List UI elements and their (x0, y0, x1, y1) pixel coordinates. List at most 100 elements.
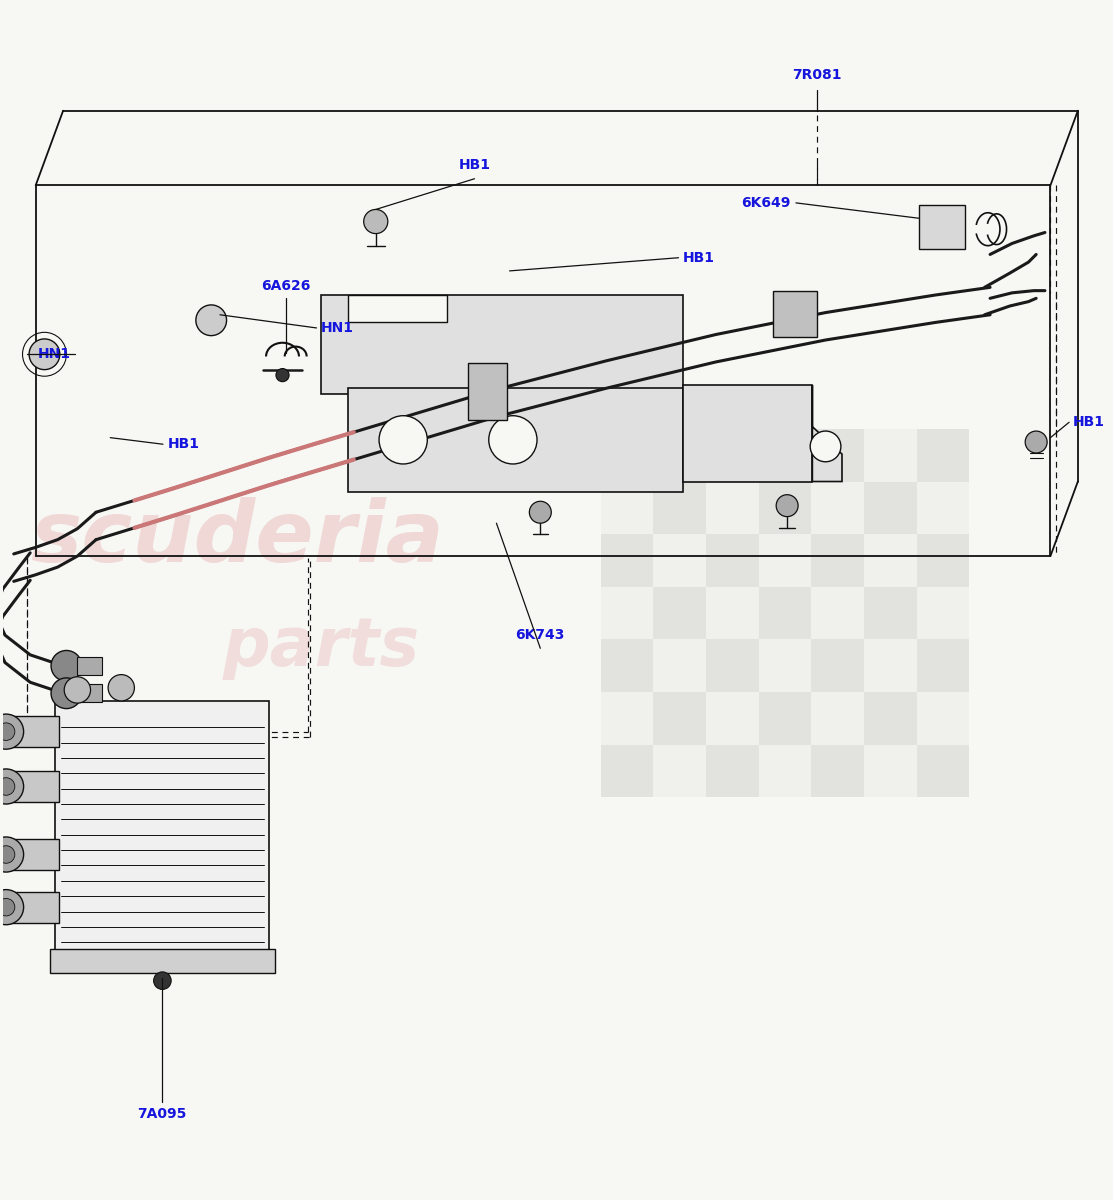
Circle shape (196, 305, 227, 336)
Bar (706, 640, 759, 692)
Bar (917, 534, 969, 587)
Bar (864, 692, 917, 745)
Bar (601, 692, 653, 745)
Bar (348, 389, 683, 492)
Text: 6A626: 6A626 (262, 278, 311, 293)
Bar (6, 892, 59, 923)
Text: HN1: HN1 (38, 347, 71, 361)
Bar (706, 534, 759, 587)
Bar (759, 587, 811, 640)
Bar (653, 534, 706, 587)
Bar (653, 587, 706, 640)
Circle shape (0, 778, 14, 796)
Bar (683, 385, 812, 481)
Bar (811, 428, 864, 481)
Bar (653, 640, 706, 692)
Bar (811, 640, 864, 692)
Bar (917, 481, 969, 534)
Text: HB1: HB1 (459, 158, 491, 172)
Bar (601, 745, 653, 798)
Text: 7A095: 7A095 (137, 1108, 187, 1121)
Circle shape (0, 722, 14, 740)
Bar (706, 745, 759, 798)
Circle shape (0, 714, 23, 749)
Bar (917, 640, 969, 692)
Polygon shape (812, 385, 843, 481)
Bar (917, 745, 969, 798)
Bar (811, 481, 864, 534)
Bar (348, 295, 447, 323)
Text: 6K649: 6K649 (741, 196, 790, 210)
Circle shape (0, 769, 23, 804)
Bar (653, 745, 706, 798)
Circle shape (810, 431, 841, 462)
Circle shape (29, 338, 60, 370)
Circle shape (380, 415, 427, 464)
Bar (917, 428, 969, 481)
Bar (601, 428, 653, 481)
Bar (706, 481, 759, 534)
Bar (759, 640, 811, 692)
Bar (6, 716, 59, 746)
Circle shape (776, 494, 798, 517)
Bar (759, 745, 811, 798)
Circle shape (530, 502, 551, 523)
Text: HB1: HB1 (167, 437, 199, 451)
Text: HB1: HB1 (683, 251, 715, 265)
Circle shape (0, 899, 14, 916)
Circle shape (364, 210, 387, 234)
Bar (601, 481, 653, 534)
Bar (6, 772, 59, 802)
Circle shape (51, 650, 81, 682)
Bar (601, 640, 653, 692)
Bar (601, 587, 653, 640)
Bar (864, 428, 917, 481)
Bar (467, 364, 508, 420)
Circle shape (65, 677, 90, 703)
Text: scuderia: scuderia (30, 497, 444, 580)
Bar (811, 534, 864, 587)
Bar (864, 481, 917, 534)
Bar (6, 839, 59, 870)
Bar (706, 428, 759, 481)
Text: HB1: HB1 (1072, 415, 1104, 430)
Bar (759, 428, 811, 481)
Bar (864, 745, 917, 798)
Bar (759, 692, 811, 745)
Bar (917, 692, 969, 745)
Bar (78, 658, 101, 674)
Circle shape (51, 678, 81, 709)
Bar (864, 640, 917, 692)
Bar (811, 692, 864, 745)
Circle shape (0, 846, 14, 863)
Bar (706, 587, 759, 640)
Text: HN1: HN1 (321, 320, 354, 335)
Bar (864, 534, 917, 587)
Bar (811, 587, 864, 640)
Bar (321, 295, 683, 394)
Circle shape (0, 836, 23, 872)
Circle shape (108, 674, 135, 701)
Bar (56, 701, 269, 953)
Bar (759, 481, 811, 534)
Bar (50, 949, 275, 973)
Circle shape (276, 368, 289, 382)
Bar (78, 684, 101, 702)
Bar (601, 534, 653, 587)
Bar (772, 290, 817, 337)
Circle shape (1025, 431, 1047, 454)
Bar (759, 534, 811, 587)
Bar (864, 587, 917, 640)
Text: 7R081: 7R081 (792, 68, 841, 83)
Text: parts: parts (223, 614, 420, 680)
Circle shape (154, 972, 171, 990)
Bar (811, 745, 864, 798)
Circle shape (0, 889, 23, 925)
Bar (653, 692, 706, 745)
Text: 6K743: 6K743 (515, 628, 565, 642)
Bar (917, 587, 969, 640)
Bar (653, 481, 706, 534)
Circle shape (489, 415, 536, 464)
Bar (706, 692, 759, 745)
Bar (653, 428, 706, 481)
